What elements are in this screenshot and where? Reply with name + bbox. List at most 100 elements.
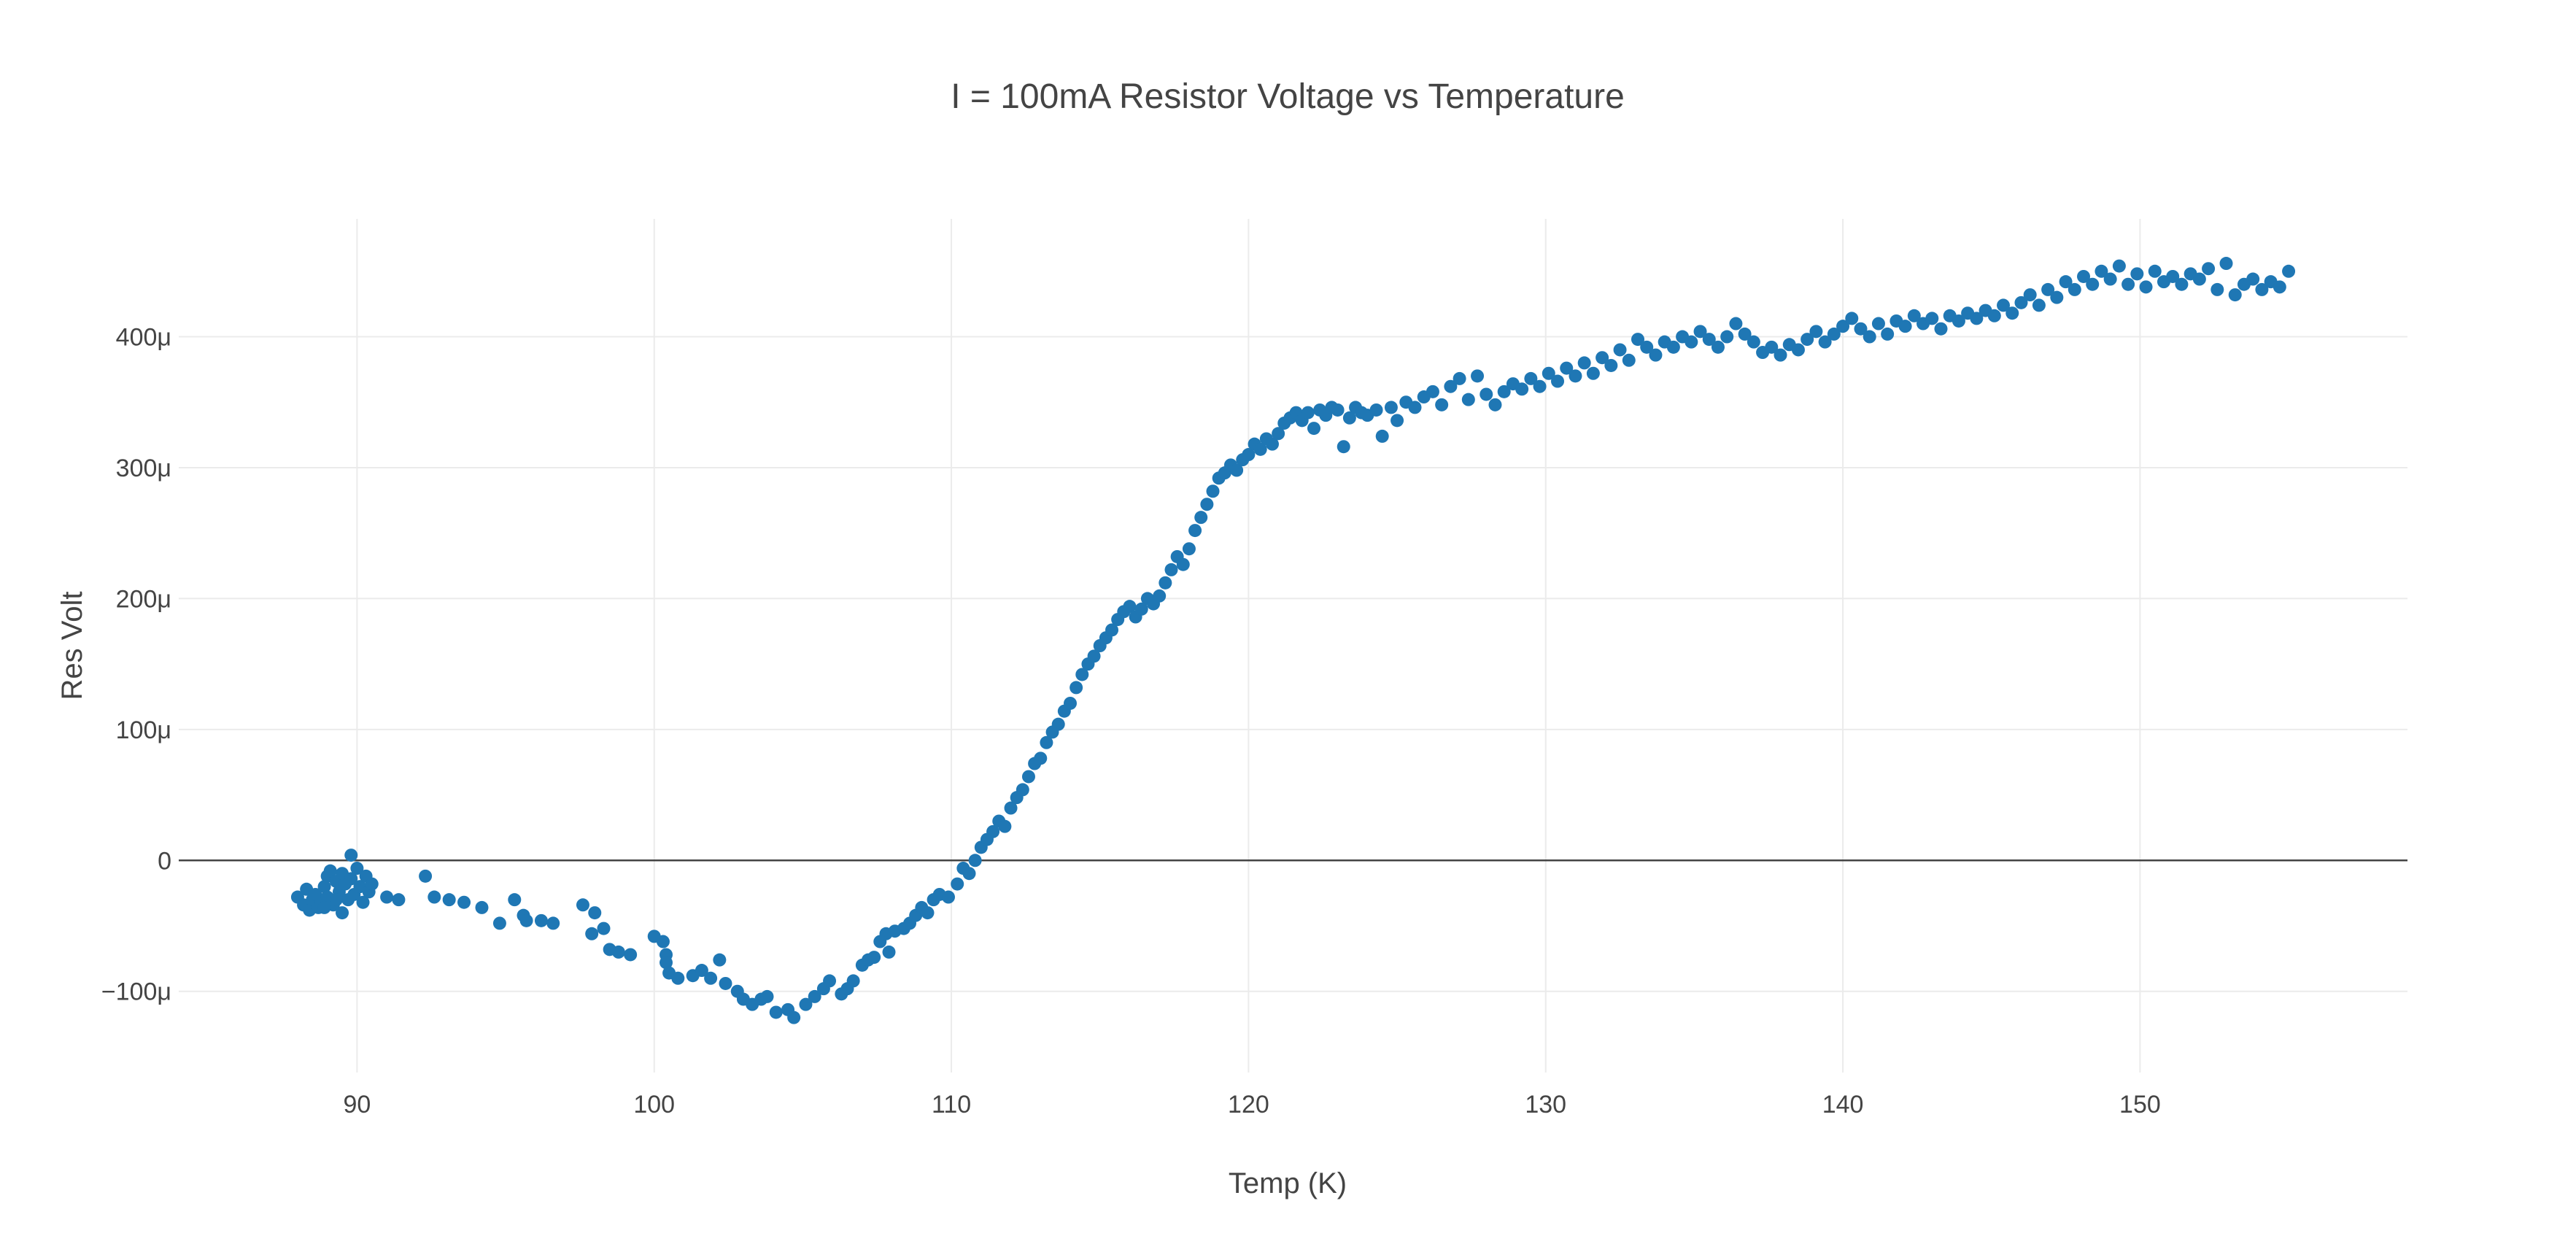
data-point: [1087, 649, 1101, 663]
x-tick-label: 150: [2119, 1091, 2161, 1118]
y-tick-label: 300μ: [116, 455, 171, 482]
data-point: [2175, 277, 2189, 291]
data-point: [380, 890, 394, 904]
data-point: [1827, 327, 1841, 341]
x-tick-label: 120: [1228, 1091, 1269, 1118]
data-point: [1070, 681, 1083, 695]
data-point: [1123, 600, 1137, 614]
data-point: [1765, 340, 1779, 354]
data-point: [1051, 717, 1065, 731]
data-point: [1159, 576, 1172, 590]
data-point: [2112, 259, 2126, 273]
data-point: [921, 906, 935, 920]
data-point: [1034, 751, 1048, 765]
data-point: [442, 893, 456, 907]
data-point: [968, 854, 982, 867]
chart-title: I = 100mA Resistor Voltage vs Temperatur…: [951, 77, 1625, 116]
data-point: [317, 900, 331, 914]
data-point: [1337, 440, 1350, 454]
data-point: [2023, 288, 2037, 302]
axes-layer: 90 100 110 120 130 140 150 −100μ 0 100μ 200μ 300μ 40…: [101, 324, 2407, 1118]
data-point: [350, 862, 364, 876]
data-point: [588, 906, 602, 920]
data-point: [1153, 589, 1167, 603]
data-point: [1408, 401, 1422, 414]
data-point: [656, 935, 670, 948]
data-point: [317, 880, 331, 894]
data-point: [1586, 366, 1600, 380]
data-point: [769, 1005, 783, 1019]
data-point: [1369, 403, 1383, 417]
data-point: [1845, 312, 1859, 325]
data-point: [1194, 511, 1208, 525]
data-point: [1488, 398, 1502, 411]
data-point: [1375, 429, 1389, 443]
data-point: [951, 877, 964, 891]
data-point: [1471, 369, 1485, 383]
data-point: [1613, 343, 1627, 357]
data-point: [1577, 356, 1591, 370]
data-point: [1569, 369, 1582, 383]
data-point: [823, 974, 837, 988]
data-point: [1391, 414, 1404, 428]
y-tick-label: 0: [158, 847, 171, 875]
data-point: [2006, 306, 2019, 320]
data-point: [2192, 272, 2206, 286]
data-point: [1253, 442, 1267, 456]
data-point: [1596, 351, 1609, 365]
data-point: [1711, 340, 1725, 354]
data-point: [941, 890, 955, 904]
data-point: [1987, 309, 2001, 322]
data-point: [492, 916, 506, 930]
data-point: [1622, 353, 1636, 367]
data-point: [2228, 288, 2242, 302]
data-point: [329, 893, 343, 907]
data-point: [1134, 602, 1148, 616]
points-layer: [290, 257, 2296, 1024]
data-point: [1182, 542, 1196, 556]
data-point: [1631, 333, 1645, 347]
data-point: [1863, 330, 1876, 344]
data-point: [344, 872, 358, 886]
data-point: [1004, 801, 1018, 815]
data-point: [1040, 735, 1053, 749]
data-point: [611, 945, 625, 959]
data-point: [808, 989, 821, 1003]
data-point: [2121, 277, 2135, 291]
data-point: [1809, 325, 1823, 339]
data-point: [1242, 448, 1256, 462]
data-point: [1542, 366, 1555, 380]
data-point: [1925, 312, 1939, 325]
data-point: [336, 906, 349, 920]
data-point: [846, 974, 860, 988]
data-point: [1640, 340, 1654, 354]
data-point: [1200, 498, 1214, 511]
data-point: [428, 890, 441, 904]
data-point: [1533, 379, 1547, 393]
y-tick-label: −100μ: [101, 978, 171, 1006]
data-point: [1265, 437, 1279, 451]
data-point: [1738, 327, 1752, 341]
y-tick-label: 400μ: [116, 324, 171, 352]
data-point: [344, 849, 358, 862]
data-point: [1206, 484, 1220, 498]
data-point: [1747, 335, 1760, 349]
data-point: [585, 927, 599, 940]
data-point: [2148, 264, 2162, 278]
data-point: [1997, 298, 2011, 312]
data-point: [1666, 340, 1680, 354]
data-point: [2103, 272, 2117, 286]
data-point: [576, 898, 589, 912]
data-point: [719, 976, 732, 990]
data-point: [2032, 298, 2046, 312]
data-point: [1453, 371, 1466, 385]
data-point: [1331, 403, 1345, 417]
data-point: [597, 921, 611, 935]
data-point: [962, 867, 976, 881]
data-point: [2095, 264, 2108, 278]
data-point: [519, 913, 533, 927]
data-point: [1729, 317, 1743, 331]
data-point: [1384, 401, 1398, 414]
data-point: [534, 913, 548, 927]
